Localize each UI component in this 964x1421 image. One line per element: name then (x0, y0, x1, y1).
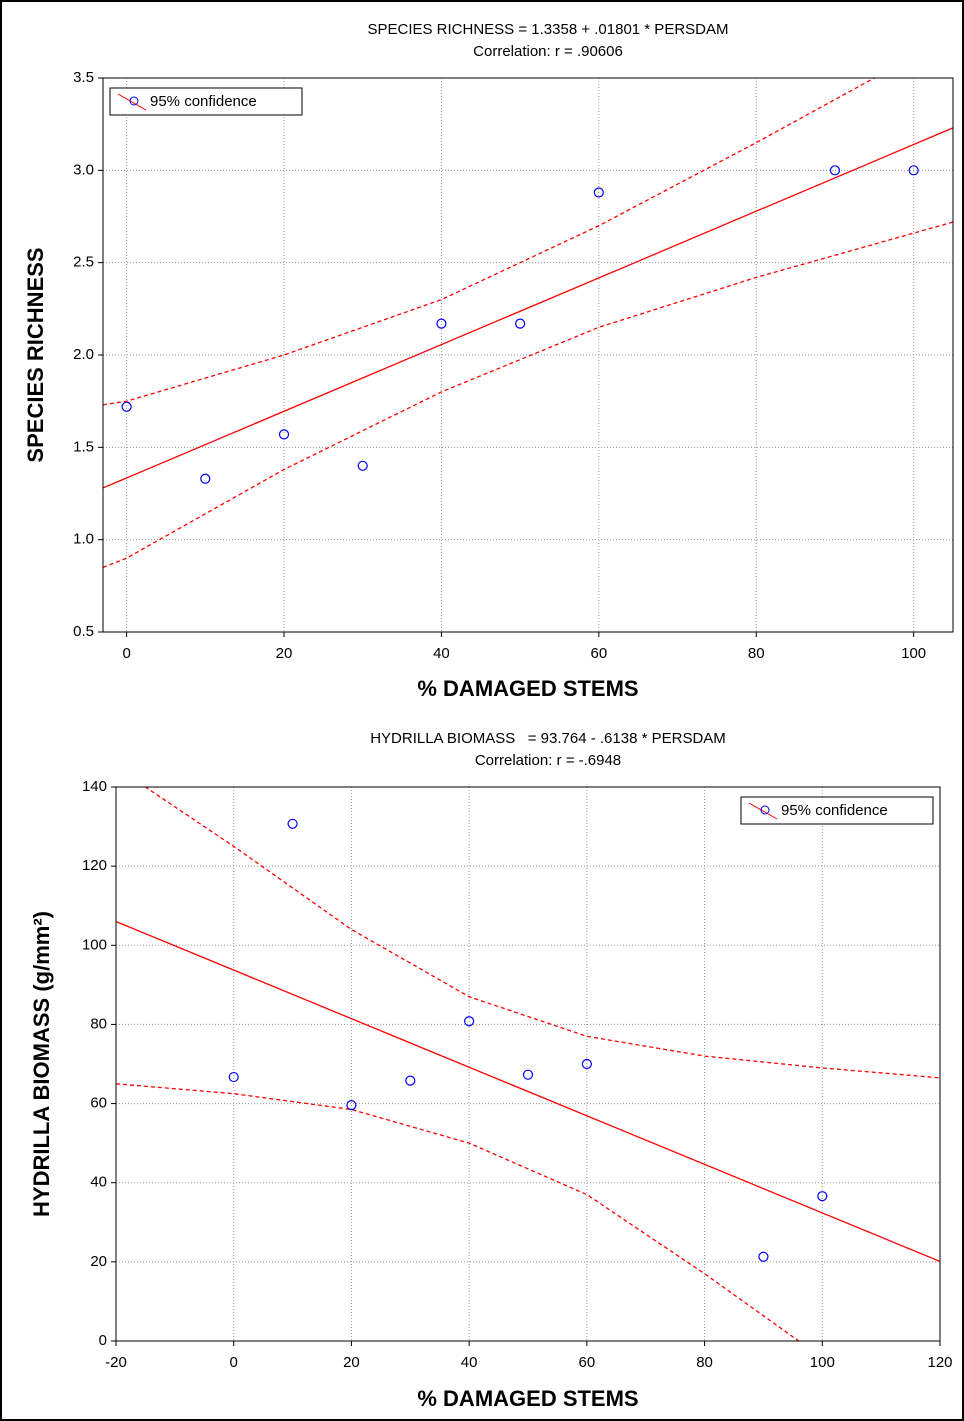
y-tick-label: 80 (90, 1015, 107, 1032)
plot-area (103, 78, 953, 632)
x-tick-label: 100 (810, 1354, 835, 1371)
legend-label: 95% confidence (781, 802, 888, 819)
x-tick-label: -20 (105, 1354, 127, 1371)
x-tick-label: 60 (579, 1354, 596, 1371)
point (464, 1016, 475, 1027)
point (346, 1100, 357, 1111)
point (515, 318, 526, 329)
legend-line (117, 93, 147, 111)
x-tick-label: 100 (901, 645, 926, 662)
legend-box (109, 87, 303, 116)
legend-marker (760, 805, 770, 815)
y-tick-label: 0.5 (73, 623, 94, 640)
point (908, 165, 919, 176)
y-tick-label: 0 (99, 1332, 107, 1349)
point (829, 165, 841, 176)
x-tick-label: 0 (230, 1354, 238, 1371)
point (593, 187, 604, 198)
y-tick-label: 40 (90, 1174, 107, 1191)
lower-line (116, 1083, 800, 1341)
chart-title: SPECIES RICHNESS = 1.3358 + .01801 * PER… (367, 21, 728, 38)
x-tick-label: 80 (696, 1354, 713, 1371)
fit-line (103, 127, 953, 489)
chart-subtitle: Correlation: r = -.6948 (475, 752, 621, 769)
x-axis-label: % DAMAGED STEMS (417, 1386, 638, 1411)
legend-label: 95% confidence (150, 93, 257, 110)
plot-border (102, 77, 954, 633)
x-tick-label: 40 (461, 1354, 478, 1371)
y-tick-label: 2.5 (73, 254, 94, 271)
point (357, 460, 368, 471)
point (287, 818, 298, 829)
y-tick-label: 1.5 (73, 438, 94, 455)
point (817, 1191, 828, 1202)
point (228, 1071, 239, 1083)
y-tick-label: 3.0 (73, 161, 94, 178)
y-tick-label: 60 (90, 1095, 107, 1112)
y-axis-label: SPECIES RICHNESS (23, 247, 48, 462)
y-tick-label: 100 (82, 936, 107, 953)
x-tick-label: 40 (433, 645, 450, 662)
plot-border (115, 786, 941, 1342)
legend-box (740, 796, 934, 825)
y-tick-label: 1.0 (73, 531, 94, 548)
x-tick-label: 60 (590, 645, 607, 662)
x-axis-label: % DAMAGED STEMS (417, 676, 638, 701)
upper-line (103, 78, 875, 406)
x-tick-label: 80 (748, 645, 765, 662)
x-tick-label: 20 (343, 1354, 360, 1371)
chart-subtitle: Correlation: r = .90606 (473, 43, 623, 60)
lower-line (103, 221, 953, 568)
x-tick-label: 20 (276, 645, 293, 662)
point (581, 1058, 592, 1070)
point (121, 401, 132, 412)
y-tick-label: 20 (90, 1253, 107, 1270)
point (758, 1251, 769, 1262)
legend-marker (129, 96, 139, 106)
chart-title: HYDRILLA BIOMASS = 93.764 - .6138 * PERS… (370, 730, 726, 747)
point (436, 318, 447, 329)
point (522, 1069, 534, 1080)
y-axis-label: HYDRILLA BIOMASS (g/mm²) (29, 911, 54, 1217)
y-tick-label: 3.5 (73, 69, 94, 86)
fit-line (116, 920, 940, 1263)
plot-area (116, 787, 940, 1341)
y-tick-label: 2.0 (73, 346, 94, 363)
y-tick-label: 140 (82, 778, 107, 795)
point (200, 473, 211, 484)
point (278, 429, 290, 440)
upper-line (144, 787, 940, 1079)
x-tick-label: 0 (122, 645, 130, 662)
legend-line (748, 802, 778, 820)
y-tick-label: 120 (82, 857, 107, 874)
point (405, 1075, 416, 1086)
x-tick-label: 120 (927, 1354, 952, 1371)
